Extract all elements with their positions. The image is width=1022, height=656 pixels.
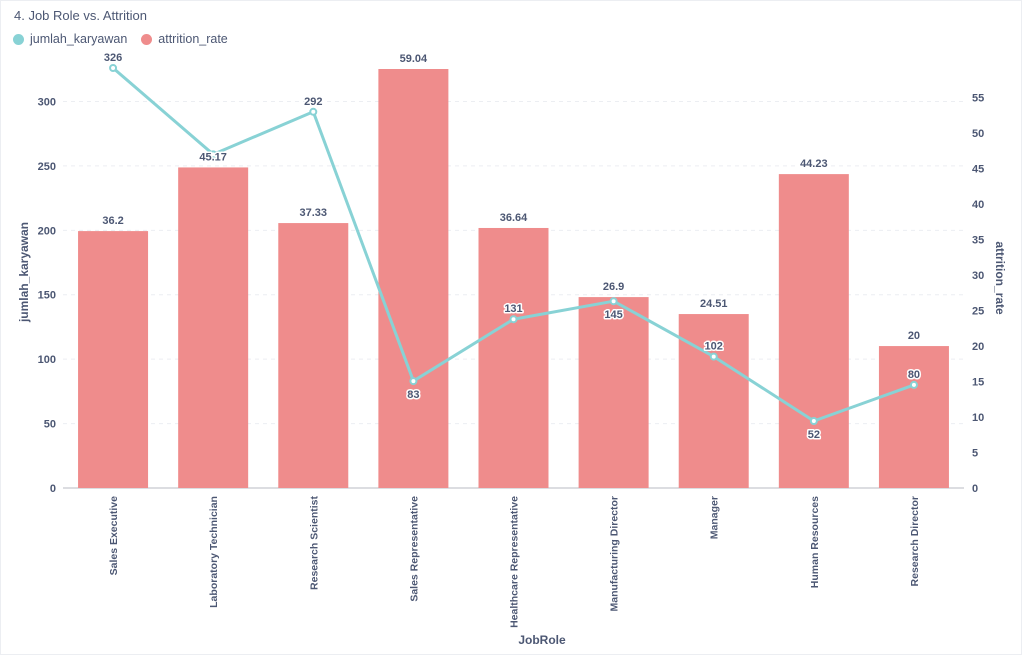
line-data-label-3: 83 [407, 389, 419, 401]
line-point-5 [609, 297, 618, 306]
bar-data-label-0: 36.2 [102, 215, 123, 227]
y-tick-label-4: 200 [38, 225, 56, 237]
line-data-label-5: 145 [604, 309, 622, 321]
legend-dot-attrition-rate [141, 33, 153, 45]
x-tick-label-4: Healthcare Representative [509, 496, 521, 628]
line-data-label-7: 52 [808, 429, 820, 441]
y-axis-title: jumlah_karyawan [17, 222, 31, 323]
bar-7 [778, 174, 849, 488]
line-data-label-4: 131 [504, 303, 522, 315]
y-tick-label-1: 50 [44, 419, 56, 431]
bar-data-label-2: 37.33 [300, 207, 328, 219]
legend-label-attrition-rate: attrition_rate [158, 32, 228, 46]
y2-tick-label-5: 25 [972, 306, 984, 318]
y-tick-label-6: 300 [38, 96, 56, 108]
line-point-4 [509, 315, 518, 324]
x-tick-label-8: Research Director [909, 496, 921, 586]
x-axis-title: JobRole [518, 633, 566, 647]
y-tick-label-0: 0 [50, 483, 56, 495]
bar-3 [378, 69, 449, 488]
y2-tick-label-8: 40 [972, 199, 984, 211]
line-data-label-0: 326 [104, 52, 122, 64]
line-data-label-2: 292 [304, 96, 322, 108]
y2-tick-label-3: 15 [972, 377, 984, 389]
y2-tick-label-11: 55 [972, 93, 984, 105]
legend: jumlah_karyawan attrition_rate [13, 32, 228, 46]
line-point-1 [209, 150, 218, 159]
y2-axis-title: attrition_rate [993, 241, 1007, 315]
bar-data-label-1: 45.17 [199, 151, 227, 163]
bar-2 [278, 223, 349, 488]
legend-label-jumlah-karyawan: jumlah_karyawan [30, 32, 128, 46]
legend-item-attrition-rate[interactable]: attrition_rate [141, 32, 228, 46]
line-point-8 [909, 380, 918, 389]
bar-data-label-4: 36.64 [500, 212, 528, 224]
line-point-2 [309, 107, 318, 116]
x-tick-label-5: Manufacturing Director [609, 496, 621, 612]
line-point-6 [709, 352, 718, 361]
bar-1 [178, 167, 249, 488]
y2-tick-label-4: 20 [972, 341, 984, 353]
bar-data-label-6: 24.51 [700, 298, 728, 310]
y-tick-label-5: 250 [38, 161, 56, 173]
bar-data-label-7: 44.23 [800, 158, 828, 170]
bar-5 [578, 297, 649, 488]
legend-dot-jumlah-karyawan [13, 33, 24, 45]
line-point-7 [809, 417, 818, 426]
line-point-0 [109, 64, 118, 72]
x-tick-label-0: Sales Executive [108, 496, 120, 576]
bar-data-label-5: 26.9 [603, 281, 624, 293]
y2-tick-label-9: 45 [972, 164, 984, 176]
y2-tick-label-7: 35 [972, 235, 984, 247]
x-tick-label-3: Sales Representative [408, 496, 420, 602]
x-tick-label-2: Research Scientist [308, 496, 320, 590]
bar-4 [478, 227, 549, 488]
y2-tick-label-1: 5 [972, 448, 978, 460]
line-point-3 [409, 377, 418, 386]
y2-tick-label-6: 30 [972, 270, 984, 282]
y-tick-label-3: 150 [38, 290, 56, 302]
bar-data-label-8: 20 [908, 330, 920, 342]
x-tick-label-1: Laboratory Technician [208, 496, 220, 608]
y2-tick-label-10: 50 [972, 128, 984, 140]
y-tick-label-2: 100 [38, 354, 56, 366]
legend-item-jumlah-karyawan[interactable]: jumlah_karyawan [13, 32, 127, 46]
x-tick-label-7: Human Resources [809, 496, 821, 588]
line-data-label-6: 102 [705, 341, 723, 353]
y2-tick-label-2: 10 [972, 412, 984, 424]
chart-title: 4. Job Role vs. Attrition [14, 8, 147, 23]
line-data-label-8: 80 [908, 369, 920, 381]
bar-0 [78, 231, 149, 488]
bar-data-label-3: 59.04 [400, 53, 428, 65]
bar-8 [878, 346, 949, 488]
x-tick-label-6: Manager [709, 496, 721, 539]
y2-tick-label-0: 0 [972, 483, 978, 495]
